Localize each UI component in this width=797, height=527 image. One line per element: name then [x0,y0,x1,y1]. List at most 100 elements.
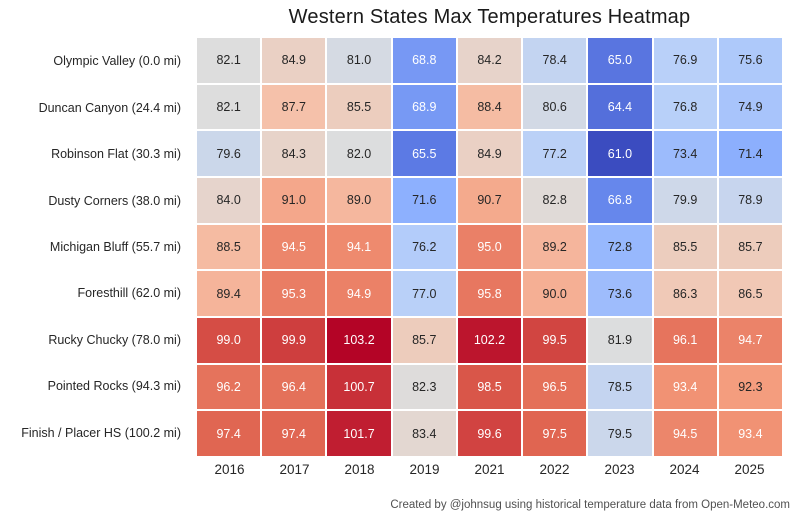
cell-value: 96.2 [216,379,241,394]
cell-value: 65.5 [412,146,437,161]
heatmap-cell: 88.4 [457,84,522,130]
heatmap-cell: 71.6 [392,178,456,223]
cell-value: 79.6 [216,146,241,161]
heatmap-cell: 65.5 [392,131,456,176]
chart-title: Western States Max Temperatures Heatmap [288,6,691,28]
cell-value: 82.0 [346,146,372,161]
heatmap-cell: 94.5 [653,411,717,456]
col-label: 2017 [279,461,310,477]
cell-value: 81.0 [346,53,372,68]
col-label: 2022 [539,461,570,477]
cell-value: 83.4 [412,426,437,441]
cell-value: 64.4 [607,99,633,114]
cell-value: 72.8 [607,239,633,254]
heatmap-cell: 91.0 [262,178,326,223]
heatmap-cell: 89.0 [327,178,391,223]
cell-value: 94.1 [346,239,372,254]
cell-value: 90.0 [542,286,567,301]
heatmap-cell: 66.8 [588,178,652,223]
cell-value: 85.7 [738,239,763,254]
footer-credit: Created by @johnsug using historical tem… [390,499,790,511]
cell-value: 96.1 [672,333,698,348]
cell-value: 77.0 [412,286,437,301]
heatmap-cell: 80.6 [523,84,587,130]
cell-value: 68.9 [412,99,437,114]
cell-value: 99.9 [281,333,306,348]
heatmap-cell: 65.0 [588,38,652,83]
cell-value: 89.0 [346,193,372,208]
heatmap-cell: 81.9 [588,318,652,363]
heatmap-cell: 96.2 [197,364,261,410]
cell-value: 85.5 [672,239,698,254]
heatmap-cell: 84.9 [457,131,522,176]
heatmap-cell: 95.0 [457,224,522,270]
cell-value: 73.6 [607,286,633,301]
row-label: Foresthill (62.0 mi) [77,286,182,301]
cell-value: 97.5 [542,426,567,441]
cell-value: 66.8 [607,193,633,208]
cell-value: 78.4 [542,53,567,68]
row-label: Rucky Chucky (78.0 mi) [48,332,181,347]
heatmap-cell: 90.7 [457,178,522,223]
cell-value: 68.8 [412,53,437,68]
cell-value: 91.0 [281,193,306,208]
heatmap-cell: 98.5 [457,364,522,410]
cell-value: 65.0 [607,53,633,68]
col-label: 2021 [474,461,505,477]
row-label: Robinson Flat (30.3 mi) [51,147,181,162]
heatmap-cell: 86.3 [653,271,717,316]
heatmap-cell: 84.0 [197,178,261,223]
cell-value: 84.9 [281,53,306,68]
row-label: Michigan Bluff (55.7 mi) [49,239,181,254]
heatmap-cell: 71.4 [718,131,782,176]
col-label: 2024 [669,461,700,477]
cell-value: 89.4 [216,286,241,301]
cell-value: 84.2 [477,53,502,68]
heatmap-cell: 84.9 [262,38,326,83]
cell-value: 71.6 [412,193,437,208]
heatmap-cell: 77.2 [523,131,587,176]
cell-value: 92.3 [738,379,763,394]
cell-value: 88.4 [477,99,502,114]
heatmap-grid: 82.1 84.9 81.0 68.8 84.2 78.4 65.0 76.9 75.6 82.1… [197,38,782,456]
cell-value: 84.0 [216,193,241,208]
cell-value: 99.0 [216,333,241,348]
cell-value: 85.5 [346,99,372,114]
row-label: Dusty Corners (38.0 mi) [48,193,181,208]
heatmap-cell: 94.5 [262,224,326,270]
cell-value: 73.4 [672,146,698,161]
heatmap-cell: 102.2 [457,318,522,363]
cell-value: 89.2 [542,239,567,254]
heatmap-cell: 86.5 [718,271,782,316]
cell-value: 82.8 [542,193,567,208]
cell-value: 78.9 [738,193,763,208]
heatmap-cell: 90.0 [523,271,587,316]
heatmap-cell: 82.3 [392,364,456,410]
col-label: 2016 [214,461,245,477]
cell-value: 103.2 [343,333,375,348]
heatmap-cell: 82.1 [197,38,261,83]
heatmap-cell: 85.7 [718,224,782,270]
heatmap-cell: 68.9 [392,84,456,130]
heatmap-cell: 73.4 [653,131,717,176]
cell-value: 82.3 [412,379,437,394]
y-axis-tick-labels: Olympic Valley (0.0 mi) Duncan Canyon (24… [0,38,189,456]
cell-value: 76.9 [672,53,698,68]
cell-value: 76.8 [672,99,698,114]
col-label: 2018 [344,461,375,477]
heatmap-cell: 89.4 [197,271,261,316]
cell-value: 97.4 [281,426,306,441]
heatmap-cell: 68.8 [392,38,456,83]
heatmap-cell: 97.4 [197,411,261,456]
cell-value: 90.7 [477,193,502,208]
cell-value: 74.9 [738,99,763,114]
heatmap-cell: 82.0 [327,131,391,176]
heatmap-cell: 93.4 [718,411,782,456]
cell-value: 98.5 [477,379,502,394]
col-label: 2025 [734,461,765,477]
heatmap-cell: 89.2 [523,224,587,270]
heatmap-cell: 95.8 [457,271,522,316]
heatmap-cell: 85.7 [392,318,456,363]
cell-value: 88.5 [216,239,241,254]
